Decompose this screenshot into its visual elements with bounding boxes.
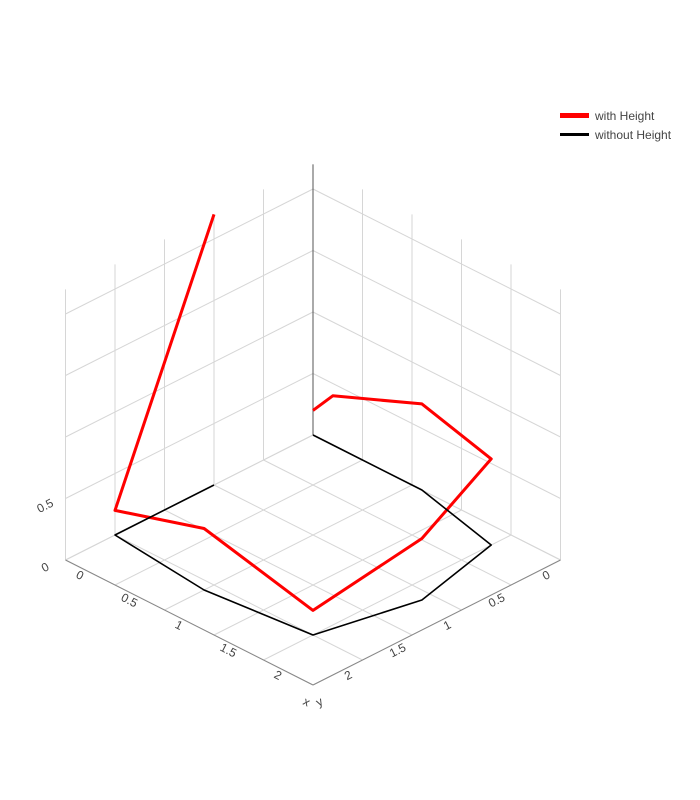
z-tick-label: 0.5 <box>35 496 57 516</box>
legend-item-with-height[interactable]: with Height <box>560 106 671 125</box>
x-tick-label: 2 <box>272 668 285 684</box>
series-line-with-height <box>115 214 491 610</box>
legend-swatch-with-height <box>560 113 589 118</box>
legend[interactable]: with Height without Height <box>560 106 671 144</box>
axis-layer <box>66 164 561 685</box>
legend-label-with-height: with Height <box>595 109 654 123</box>
trace-layer <box>115 214 491 635</box>
x-tick-label: 0 <box>74 568 87 584</box>
floor-gridline <box>214 510 462 635</box>
z-tick-label: 0 <box>39 559 52 575</box>
wall-gridline <box>313 374 561 499</box>
y-tick-label: 0 <box>540 567 553 583</box>
x-axis-line <box>66 560 314 685</box>
floor-gridline <box>115 460 363 585</box>
floor-gridline <box>264 535 512 660</box>
y-tick-label: 1 <box>441 617 454 633</box>
y-axis-title: y <box>314 694 326 709</box>
wall-gridline <box>313 251 561 376</box>
wall-gridline <box>313 312 561 437</box>
x-tick-label: 1 <box>173 618 186 634</box>
x-axis-title: x <box>301 694 313 709</box>
y-tick-label: 1.5 <box>387 640 409 660</box>
y-tick-label: 2 <box>342 667 355 683</box>
wall-gridline <box>66 189 314 314</box>
wall-gridline <box>66 312 314 437</box>
legend-swatch-without-height <box>560 133 589 136</box>
wall-gridline <box>313 189 561 314</box>
x-tick-label: 1.5 <box>218 640 240 660</box>
legend-item-without-height[interactable]: without Height <box>560 125 671 144</box>
legend-label-without-height: without Height <box>595 128 671 142</box>
label-layer: 0 0.5 1 1.5 2 0 0.5 1 1.5 2 0 0.5 x y <box>35 496 553 710</box>
wall-gridline <box>66 251 314 376</box>
floor-gridline <box>214 485 462 610</box>
wall-gridline <box>66 374 314 499</box>
x-tick-label: 0.5 <box>119 590 141 610</box>
series-line-without-height <box>115 435 491 635</box>
y-tick-label: 0.5 <box>486 590 508 610</box>
